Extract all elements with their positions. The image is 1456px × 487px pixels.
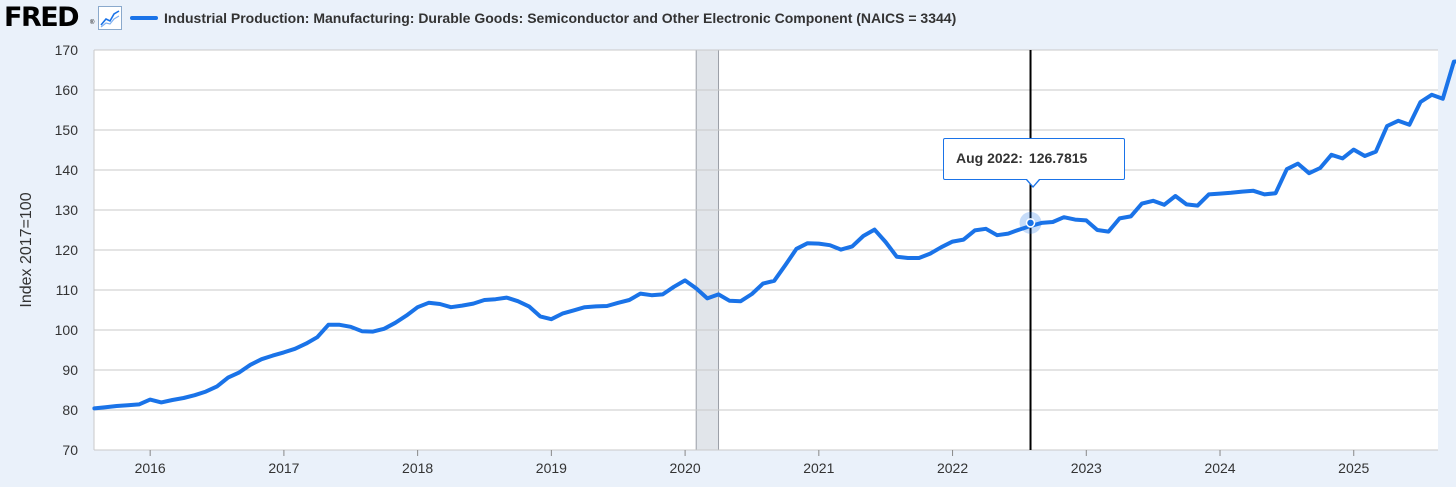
x-tick-labels-group: 2016 2017 2018 2019 2020 2021 2022 2023 2024 2025: [135, 450, 1370, 476]
y-tick-label: 100: [55, 322, 79, 338]
highlight-point[interactable]: [1025, 218, 1036, 228]
x-tick-label: 2016: [135, 460, 166, 476]
x-tick-label: 2022: [937, 460, 968, 476]
tooltip-arrow-inner: [1027, 179, 1039, 186]
fred-logo[interactable]: FRED: [4, 2, 80, 33]
legend-swatch: [130, 16, 158, 20]
y-tick-label: 80: [62, 402, 78, 418]
x-tick-label: 2024: [1204, 460, 1235, 476]
series-group: [92, 59, 1456, 411]
tooltip-value: 126.7815: [1028, 150, 1088, 166]
y-tick-label: 150: [55, 122, 79, 138]
y-tick-labels-group: 70 80 90 100 110 120 130 140 150 160 170: [55, 42, 79, 458]
chart-header: FRED ® Industrial Production: Manufactur…: [0, 0, 1456, 36]
y-tick-label: 70: [62, 442, 78, 458]
y-tick-label: 140: [55, 162, 79, 178]
x-tick-label: 2023: [1071, 460, 1102, 476]
line-chart-icon: [98, 6, 122, 30]
tooltip: Aug 2022: 126.7815: [943, 138, 1125, 180]
y-tick-label: 170: [55, 42, 79, 58]
x-tick-label: 2018: [402, 460, 433, 476]
series-line: [92, 59, 1456, 411]
y-tick-label: 90: [62, 362, 78, 378]
y-tick-label: 130: [55, 202, 79, 218]
y-tick-label: 120: [55, 242, 79, 258]
tooltip-date: Aug 2022:: [956, 150, 1023, 166]
y-tick-label: 160: [55, 82, 79, 98]
x-tick-label: 2017: [268, 460, 299, 476]
y-tick-label: 110: [56, 282, 79, 298]
x-tick-label: 2020: [670, 460, 701, 476]
gridlines-group: [93, 49, 1438, 451]
x-tick-label: 2019: [536, 460, 567, 476]
registered-mark: ®: [90, 20, 95, 26]
y-axis-label: Index 2017=100: [18, 192, 35, 307]
x-tick-label: 2021: [803, 460, 834, 476]
x-tick-label: 2025: [1338, 460, 1369, 476]
series-title[interactable]: Industrial Production: Manufacturing: Du…: [164, 10, 957, 26]
